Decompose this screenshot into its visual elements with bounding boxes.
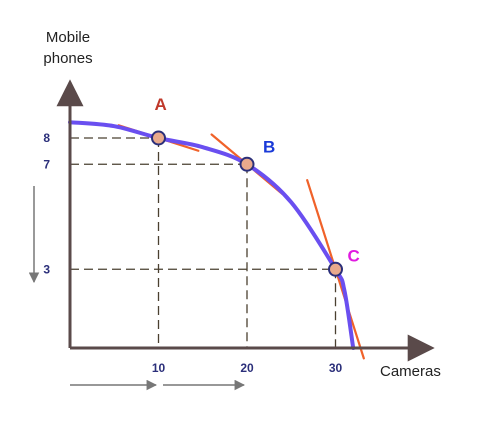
point-labels: A B C: [155, 95, 360, 265]
ppf-curve: [68, 120, 356, 350]
y-axis-title-line-1: Mobile: [46, 29, 90, 46]
x-tick-30: 30: [329, 361, 343, 375]
x-tick-10: 10: [152, 361, 166, 375]
point-a: [151, 130, 166, 146]
x-tick-20: 20: [240, 361, 254, 375]
x-axis-title: Cameras: [380, 363, 441, 380]
point-b: [239, 156, 255, 172]
x-tick-labels: 10 20 30: [152, 361, 343, 375]
point-label-b: B: [263, 137, 275, 156]
y-axis-title-line-2: phones: [43, 50, 92, 67]
y-tick-3: 3: [43, 262, 50, 276]
guide-lines: [70, 137, 337, 348]
point-label-c: C: [348, 246, 360, 265]
point-label-a: A: [155, 95, 167, 114]
y-tick-labels: 8 7 3: [43, 131, 50, 276]
point-c: [328, 261, 343, 277]
y-tick-7: 7: [43, 157, 50, 171]
y-tick-8: 8: [43, 131, 50, 145]
point-markers: [151, 130, 343, 277]
